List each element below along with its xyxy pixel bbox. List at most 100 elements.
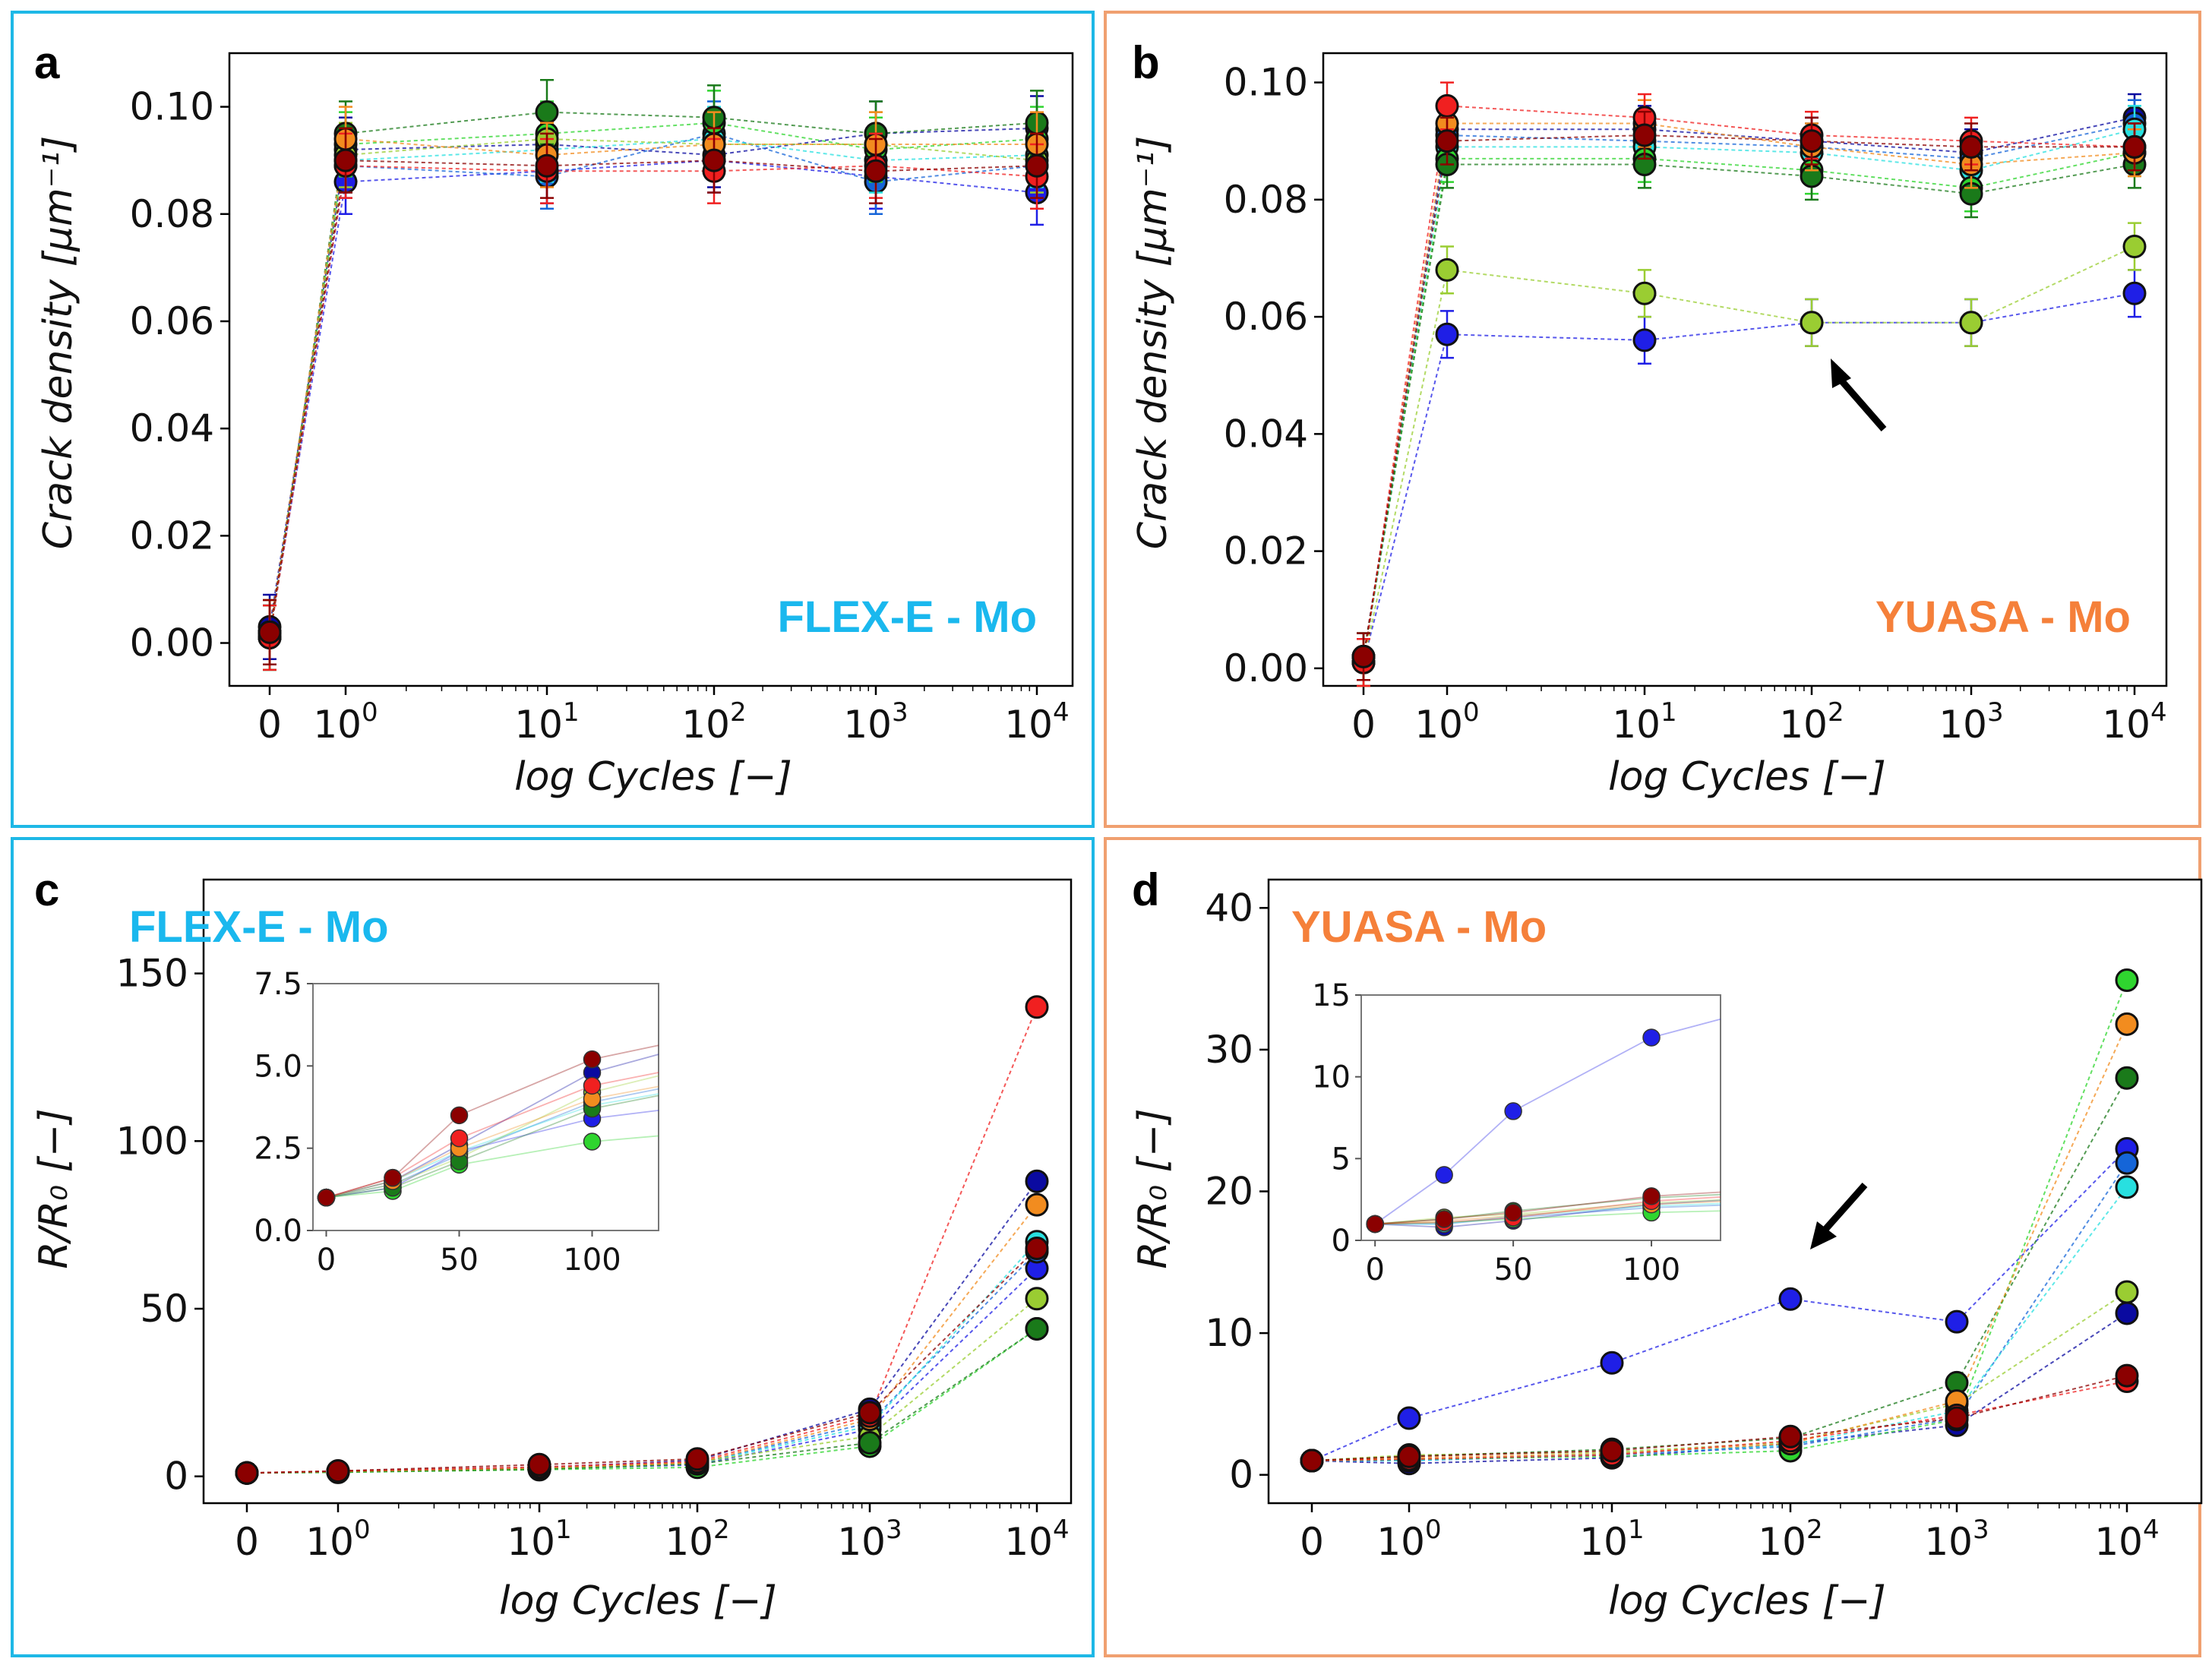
data-point [864,159,888,183]
x-tick-label: 100 [1414,697,1479,747]
y-axis-label: R/R₀ [−] [31,1108,77,1268]
x-tick-label: 103 [843,697,908,747]
y-tick-label: 0.04 [1224,412,1308,456]
x-tick-label: 102 [665,1515,729,1564]
data-point [333,148,358,172]
inset: 0.0 2.5 5.0 7.5 0 50 100 [254,967,659,1278]
inset-data-point [1504,1203,1522,1222]
inset-x-tick-label: 50 [440,1243,479,1278]
x-tick-label: 104 [1004,697,1069,747]
x-tick-label: 100 [305,1515,370,1564]
series-line [246,1247,1038,1474]
x-axis-label: log Cycles [−] [499,1578,777,1624]
y-tick-label: 150 [116,952,188,996]
panel-tag: FLEX-E - Mo [129,902,389,952]
data-point [1025,1316,1049,1341]
data-point [2115,1066,2139,1090]
x-tick-label: 100 [1376,1515,1441,1564]
y-tick-label: 30 [1205,1028,1253,1072]
data-point [2122,235,2147,259]
annotation-arrowhead [1810,1221,1837,1249]
x-tick-label: 100 [313,697,378,747]
x-tick-label: 104 [1004,1515,1069,1564]
y-tick-label: 0.00 [130,621,214,665]
series-line [1311,980,2128,1462]
series-line [1363,134,2135,657]
y-axis-label: R/R₀ [−] [1130,1108,1176,1268]
inset-data-point [317,1188,336,1207]
data-point [1778,1287,1803,1311]
series-line [1363,105,2135,663]
data-point [2115,1151,2139,1175]
data-point [1600,1351,1624,1375]
data-point [2115,1175,2139,1199]
inset-x-tick-label: 100 [1623,1253,1680,1287]
annotation-arrow [1820,1183,1868,1234]
y-tick-label: 20 [1205,1170,1253,1214]
x-tick-label: 0 [1351,703,1376,747]
data-point [1435,257,1459,282]
panel-letter: a [34,37,60,88]
y-tick-label: 0.04 [130,406,214,450]
series-line [1363,245,2135,663]
panel-a: 0.00 0.02 0.04 0.06 0.08 0.10 0 100 101 102 103 104… [11,11,1095,828]
y-tick-label: 0 [164,1455,188,1499]
data-point [2115,968,2139,992]
series-line [269,160,1038,633]
inset-plot-area [312,983,659,1231]
x-tick-label: 102 [1758,1515,1822,1564]
data-point [1025,1287,1049,1311]
inset-y-tick-label: 0.0 [254,1214,302,1249]
panel-tag: FLEX-E - Mo [777,592,1037,642]
data-point [1435,322,1459,346]
data-point [2115,1280,2139,1304]
y-tick-label: 0.08 [1224,178,1308,222]
inset-y-tick-label: 10 [1312,1060,1351,1095]
data-point [1945,1309,1969,1334]
x-axis-label: log Cycles [−] [1608,754,1886,800]
x-tick-label: 102 [1779,697,1844,747]
x-tick-label: 0 [235,1520,259,1564]
series-line [1312,1162,2128,1462]
data-point [1025,153,1049,178]
annotation-arrowhead [1831,359,1851,388]
series-line [1363,163,2135,657]
series-line [1363,122,2135,663]
panel-frame [1104,11,2201,828]
x-tick-label: 103 [1924,1515,1989,1564]
inset-y-tick-label: 5 [1332,1142,1351,1177]
data-point [1435,93,1459,118]
x-tick-label: 101 [1579,1515,1644,1564]
x-axis-label: log Cycles [−] [1608,1578,1886,1624]
data-point [1778,1424,1803,1448]
inset-x-tick-label: 100 [563,1243,621,1278]
data-point [326,1459,350,1483]
x-tick-label: 103 [1939,697,2003,747]
x-tick-label: 103 [837,1515,902,1564]
data-point [1959,134,1983,159]
inset-data-point [1642,1028,1661,1047]
data-point [858,1431,882,1455]
inset-data-point [583,1050,602,1069]
inset: 0 5 10 15 0 50 100 [1312,978,1721,1287]
data-point [535,100,559,125]
inset-y-tick-label: 15 [1312,978,1351,1013]
inset-data-point [583,1133,602,1151]
x-tick-label: 101 [1612,697,1676,747]
data-point [1632,328,1657,352]
x-tick-label: 101 [507,1515,571,1564]
inset-data-point [1435,1210,1453,1228]
data-point [527,1452,551,1477]
y-axis-label: Crack density [μm⁻¹] [1130,136,1176,550]
inset-y-tick-label: 7.5 [254,967,302,1002]
data-point [858,1401,882,1425]
series-line [1311,1291,2128,1462]
y-tick-label: 0 [1229,1453,1253,1497]
panel-frame [11,11,1095,828]
x-tick-label: 0 [258,703,282,747]
series-line [1363,122,2135,657]
y-axis-label: Crack density [μm⁻¹] [36,136,81,550]
data-point [1945,1406,1969,1430]
